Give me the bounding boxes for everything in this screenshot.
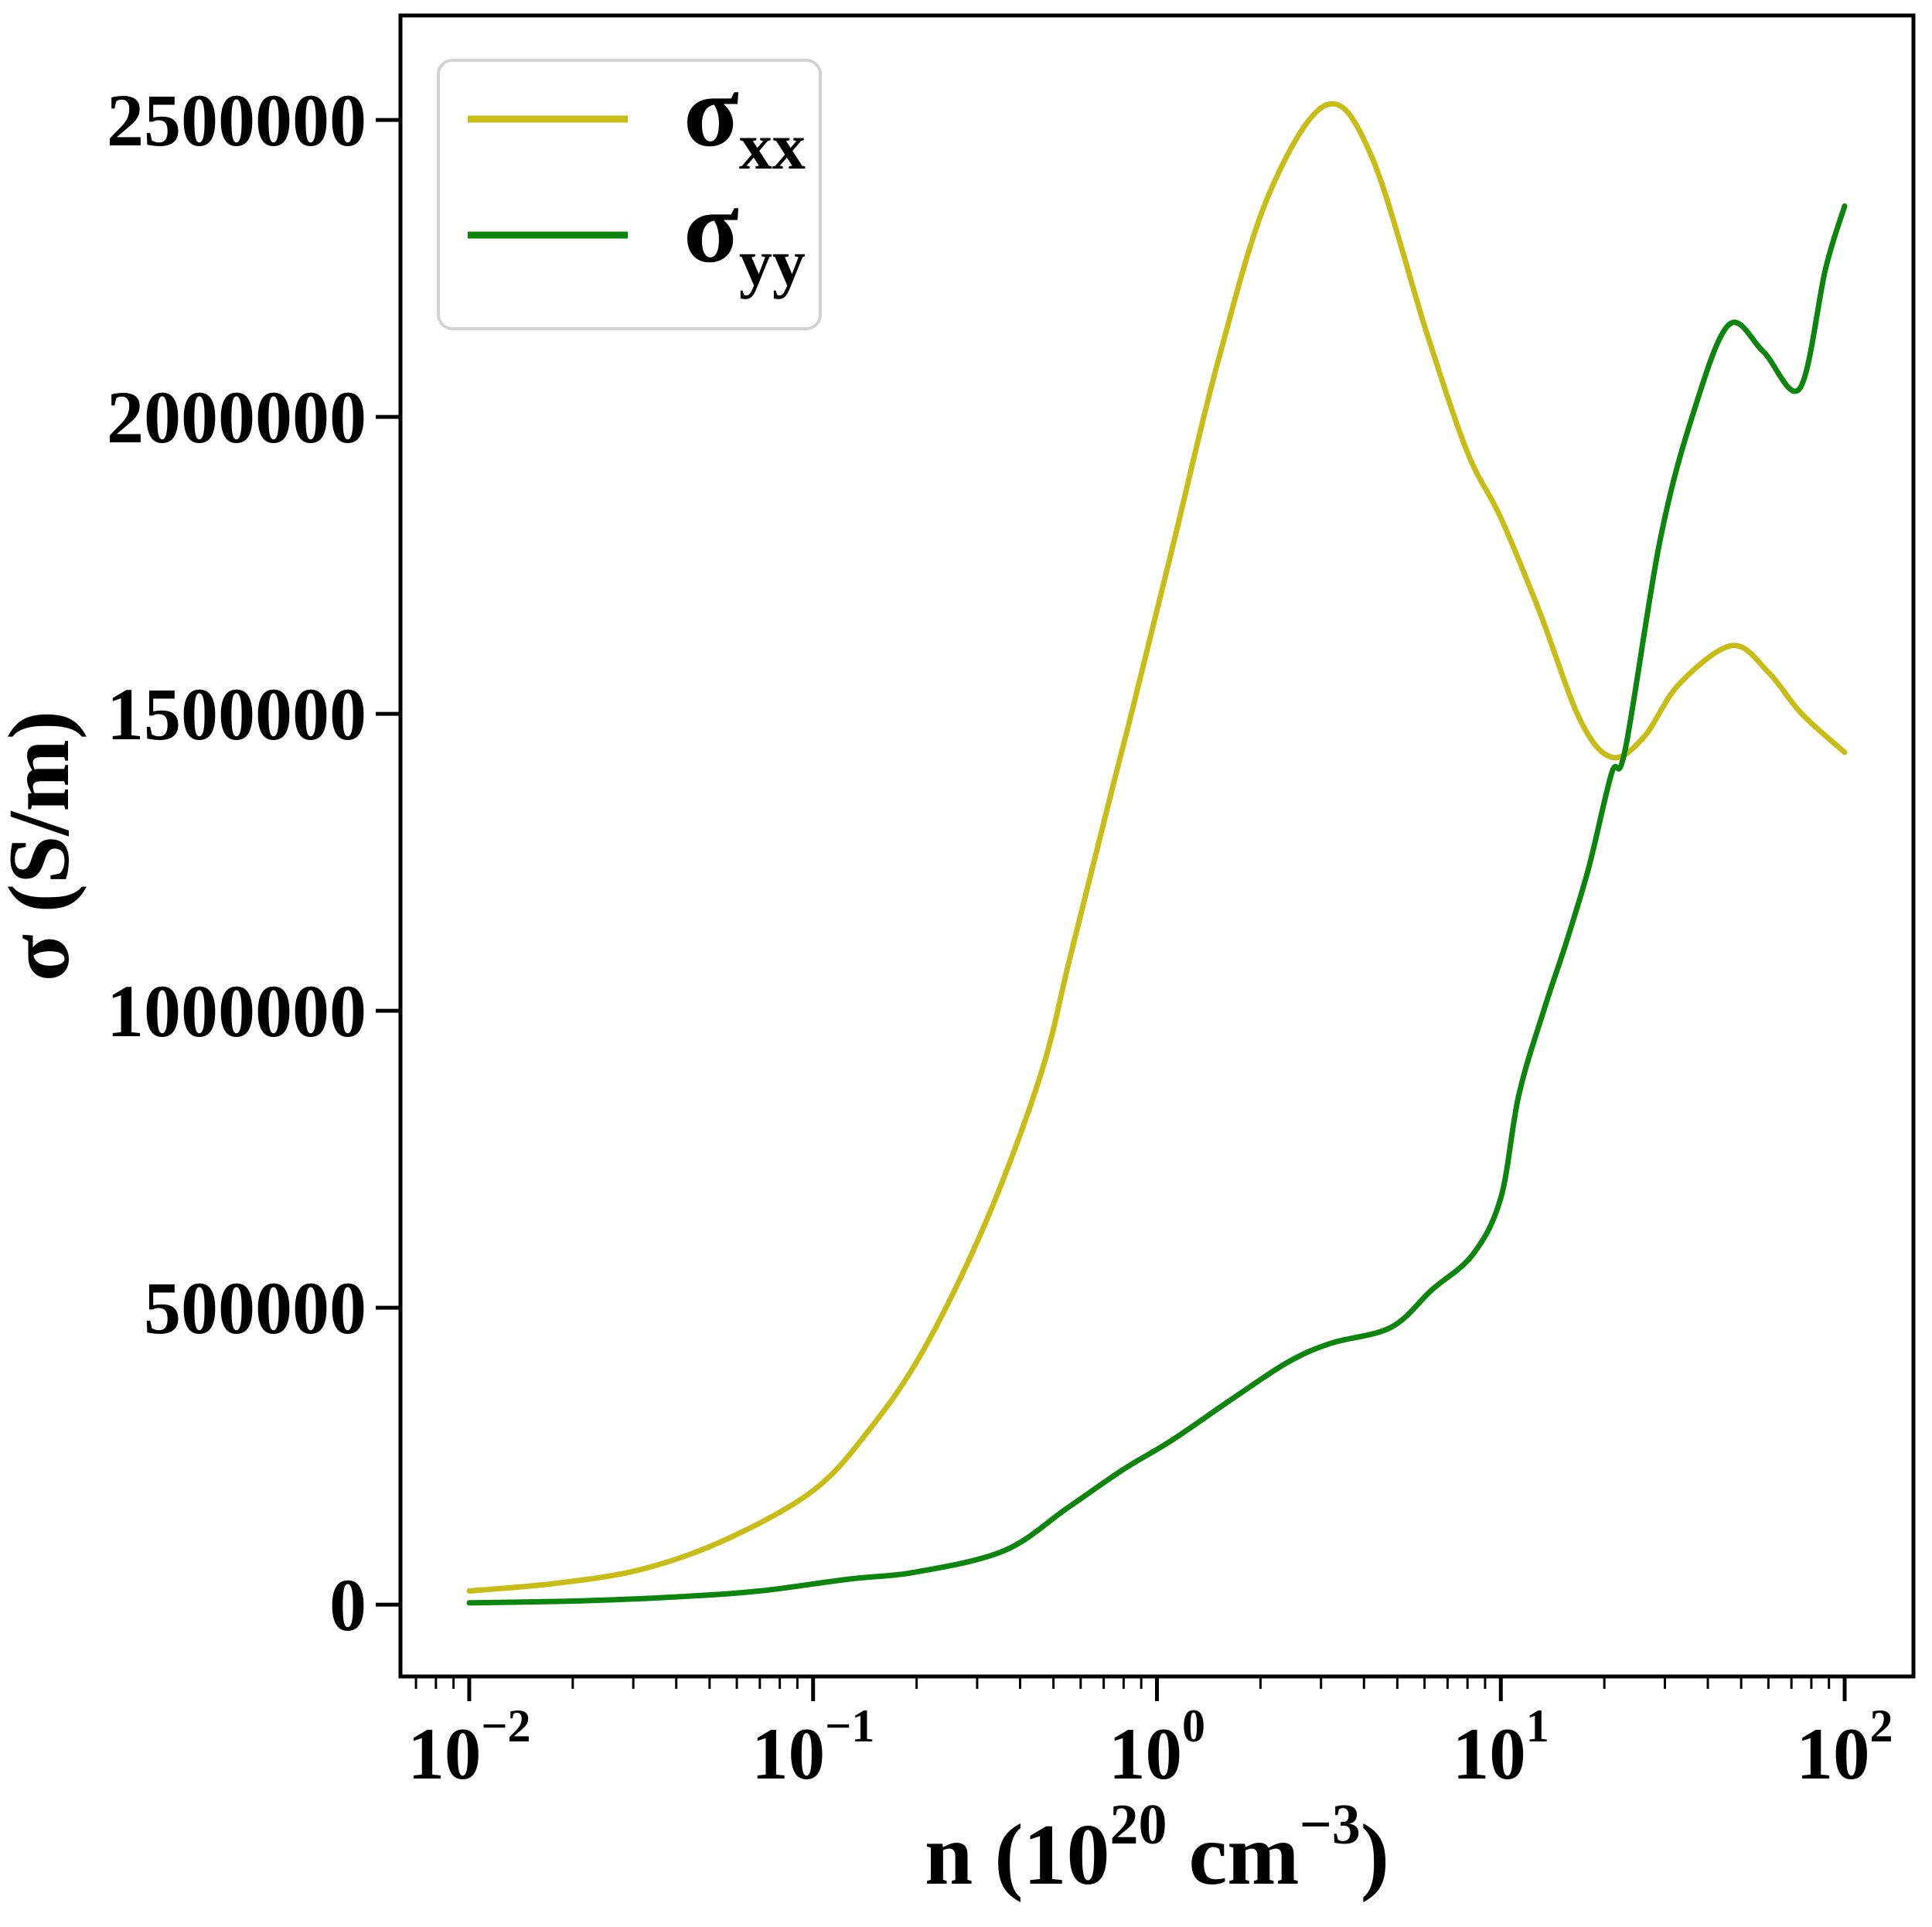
x-axis-title: n (1020 cm−3) [925, 1793, 1389, 1903]
x-minor-ticks [414, 1676, 1831, 1689]
legend-label-yy: σyy [683, 170, 806, 299]
axis-major-ticks [376, 118, 1847, 1701]
x-tick-label: 102 [1797, 1700, 1893, 1795]
sigma-xx-curve [466, 101, 1848, 1594]
axis-titles: n (1020 cm−3) σ (S/m) [0, 711, 1389, 1903]
y-tick-label: 1500000 [107, 673, 366, 755]
y-tick-label: 1000000 [107, 970, 366, 1052]
legend-label-xx: σxx [683, 54, 806, 183]
x-tick-label: 10−2 [407, 1700, 530, 1795]
x-tick-label: 10−1 [751, 1700, 874, 1795]
sigma-yy-curve [466, 203, 1848, 1606]
x-tick-label: 100 [1109, 1700, 1205, 1795]
plot-frame [398, 13, 1916, 1679]
legend-box [437, 59, 822, 330]
y-tick-label: 0 [329, 1564, 366, 1646]
series-curves [466, 101, 1848, 1606]
y-tick-label: 500000 [144, 1267, 366, 1349]
y-axis-title: σ (S/m) [0, 711, 87, 981]
y-tick-label: 2500000 [107, 79, 366, 162]
plot-border [398, 13, 1916, 1679]
axis-tick-labels: 10−2 10−1 100 101 102 0 500000 1000000 1500000 20… [107, 79, 1893, 1795]
y-tick-label: 2000000 [107, 376, 366, 459]
x-tick-label: 101 [1453, 1700, 1549, 1795]
